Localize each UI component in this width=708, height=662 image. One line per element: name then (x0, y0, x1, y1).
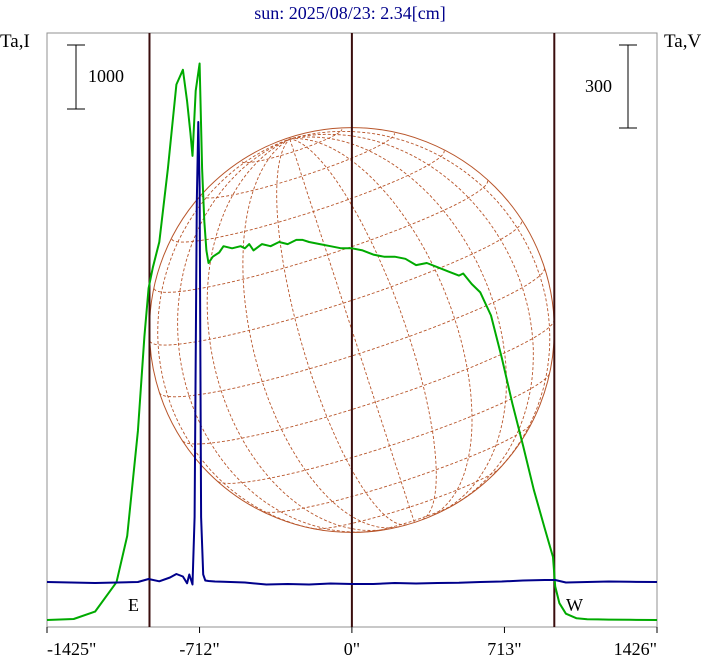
longitude-line (177, 138, 370, 533)
x-tick-label: -712" (179, 639, 219, 659)
longitude-line (157, 138, 324, 531)
series-group (46, 62, 658, 621)
latitude-line (313, 467, 500, 530)
longitude-line (289, 130, 551, 476)
stokes-i-line (46, 62, 658, 621)
x-axis-ticks: -1425" -712" 0" 713" 1426" (46, 627, 658, 659)
chart-title: sun: 2025/08/23: 2.34[cm] (254, 3, 446, 23)
right-scale-bar (619, 44, 637, 129)
left-scale-bar (67, 44, 85, 110)
left-scale-label: 1000 (88, 66, 124, 86)
x-tick-label: -1425" (47, 639, 96, 659)
longitude-line (206, 138, 386, 531)
east-limb-label: E (128, 595, 139, 615)
solar-disk (148, 127, 555, 533)
longitude-line (289, 138, 437, 521)
longitude-line (242, 138, 400, 529)
longitude-line (289, 133, 534, 504)
stokes-v-line (46, 121, 658, 586)
west-limb-label: W (566, 595, 583, 615)
latitude-line (182, 320, 555, 445)
x-tick-label: 1426" (614, 639, 657, 659)
x-tick-label: 713" (487, 639, 521, 659)
x-tick-label: 0" (344, 639, 360, 659)
longitude-line (289, 138, 415, 523)
latitude-line (217, 373, 550, 484)
longitude-line (289, 136, 507, 512)
y-axis-label-left: Ta,I (0, 31, 30, 52)
right-scale-label: 300 (585, 76, 612, 96)
latitude-line (153, 180, 489, 293)
y-axis-label-right: Ta,V (664, 31, 701, 52)
longitude-line (276, 138, 407, 526)
limb-lines (148, 33, 556, 627)
longitude-line (289, 138, 473, 518)
